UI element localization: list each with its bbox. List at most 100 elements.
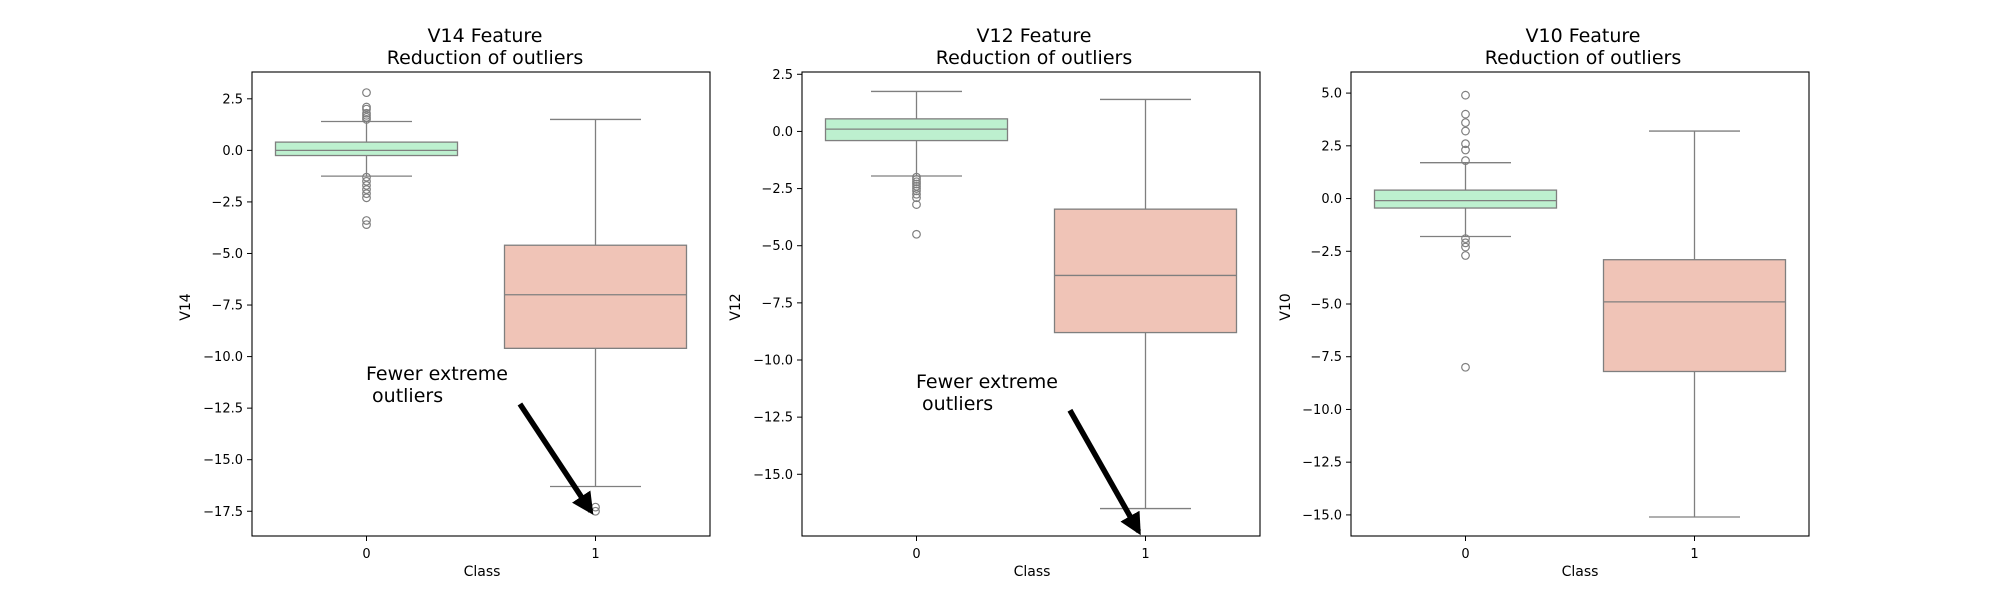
y-tick-label: 5.0 bbox=[1321, 87, 1342, 102]
chart-title-line2: Reduction of outliers bbox=[936, 47, 1132, 69]
axes-frame bbox=[801, 71, 1261, 537]
y-tick-label: −5.0 bbox=[761, 239, 793, 254]
y-axis-label: V12 bbox=[728, 293, 744, 320]
subplot-v14: V14 Feature Reduction of outliers V14 Cl… bbox=[178, 25, 711, 580]
chart-title-line2: Reduction of outliers bbox=[1485, 47, 1681, 69]
y-tick-label: −7.5 bbox=[1310, 350, 1342, 365]
box-class-1 bbox=[1053, 98, 1238, 510]
outlier-point bbox=[1461, 251, 1470, 260]
box-iqr bbox=[1373, 189, 1558, 209]
y-tick-label: −10.0 bbox=[1302, 403, 1342, 418]
outlier-point bbox=[1461, 145, 1470, 155]
y-tick-label: −2.5 bbox=[1310, 245, 1342, 260]
outlier-point bbox=[362, 189, 371, 199]
annotation-line1: Fewer extreme bbox=[916, 371, 1058, 393]
x-tick-label: 1 bbox=[1690, 547, 1698, 562]
chart-title-line1: V14 Feature bbox=[427, 25, 542, 47]
outlier-point bbox=[1461, 242, 1470, 252]
y-tick-label: −2.5 bbox=[761, 182, 793, 197]
annotation-arrow bbox=[517, 402, 594, 515]
outlier-point bbox=[362, 193, 371, 203]
x-tick-label: 0 bbox=[362, 547, 370, 562]
outlier-point bbox=[362, 181, 371, 190]
y-tick-label: −2.5 bbox=[211, 195, 243, 210]
x-tick-label: 0 bbox=[912, 547, 920, 562]
outlier-point bbox=[362, 185, 371, 194]
box-class-0 bbox=[1373, 90, 1558, 372]
annotation-line2: outliers bbox=[366, 385, 443, 407]
outlier-point bbox=[912, 200, 921, 209]
y-axis-label: V14 bbox=[178, 293, 194, 320]
outlier-point bbox=[1461, 118, 1470, 128]
box-class-1 bbox=[1602, 130, 1787, 518]
outlier-point bbox=[912, 179, 921, 189]
y-axis-label: V10 bbox=[1278, 293, 1294, 320]
y-tick-label: 0.0 bbox=[1321, 192, 1342, 207]
y-tick-label: 2.5 bbox=[1321, 139, 1342, 154]
subplot-v12: V12 Feature Reduction of outliers V12 Cl… bbox=[728, 25, 1261, 580]
outlier-point bbox=[1461, 156, 1470, 165]
outlier-point bbox=[362, 176, 371, 186]
box-iqr bbox=[1602, 259, 1787, 373]
x-tick-label: 1 bbox=[591, 547, 599, 562]
y-tick-label: −10.0 bbox=[753, 354, 793, 369]
y-tick-label: −15.0 bbox=[203, 453, 243, 468]
y-tick-label: 2.5 bbox=[222, 92, 243, 107]
outlier-point bbox=[362, 115, 371, 124]
y-tick-label: 0.0 bbox=[772, 125, 793, 140]
x-tick-label: 1 bbox=[1141, 547, 1149, 562]
outlier-point bbox=[1461, 238, 1470, 248]
outlier-point bbox=[912, 229, 921, 239]
chart-title-line1: V12 Feature bbox=[976, 25, 1091, 47]
outlier-point bbox=[362, 88, 371, 98]
chart-title-line1: V10 Feature bbox=[1525, 25, 1640, 47]
annotation-line2: outliers bbox=[916, 393, 993, 415]
x-axis-label: Class bbox=[464, 564, 501, 580]
box-class-0 bbox=[274, 88, 459, 230]
outlier-point bbox=[362, 104, 371, 114]
outlier-point bbox=[912, 177, 921, 187]
y-tick-label: −7.5 bbox=[761, 296, 793, 311]
outlier-point bbox=[1461, 126, 1470, 136]
outlier-point bbox=[912, 193, 921, 203]
y-tick-label: −15.0 bbox=[1302, 508, 1342, 523]
box-iqr bbox=[1053, 208, 1238, 334]
axes-frame bbox=[251, 71, 711, 537]
outlier-point bbox=[912, 175, 921, 184]
y-tick-label: −5.0 bbox=[1310, 298, 1342, 313]
outlier-point bbox=[1461, 234, 1470, 244]
outlier-point bbox=[1461, 139, 1470, 149]
outlier-point bbox=[912, 189, 921, 199]
y-tick-label: −12.5 bbox=[1302, 456, 1342, 471]
outlier-point bbox=[362, 220, 371, 230]
y-tick-label: −12.5 bbox=[753, 411, 793, 426]
y-tick-label: −17.5 bbox=[203, 505, 243, 520]
outlier-point bbox=[1461, 90, 1470, 100]
box-class-1 bbox=[503, 118, 688, 516]
outlier-point bbox=[912, 184, 921, 193]
annotation-arrow bbox=[1067, 408, 1142, 536]
outlier-point bbox=[362, 172, 371, 182]
y-tick-label: −12.5 bbox=[203, 402, 243, 417]
y-tick-label: 2.5 bbox=[772, 68, 793, 83]
box-iqr bbox=[503, 244, 688, 349]
y-tick-label: −5.0 bbox=[211, 247, 243, 262]
y-tick-label: 0.0 bbox=[222, 144, 243, 159]
y-tick-label: −7.5 bbox=[211, 299, 243, 314]
box-class-0 bbox=[824, 90, 1009, 239]
x-axis-label: Class bbox=[1014, 564, 1051, 580]
x-tick-label: 0 bbox=[1461, 547, 1469, 562]
chart-title-line2: Reduction of outliers bbox=[387, 47, 583, 69]
outlier-point bbox=[912, 172, 921, 182]
outlier-point bbox=[912, 186, 921, 196]
y-tick-label: −10.0 bbox=[203, 350, 243, 365]
x-axis-label: Class bbox=[1562, 564, 1599, 580]
box-iqr bbox=[274, 141, 459, 157]
outlier-point bbox=[362, 216, 371, 225]
annotation-line1: Fewer extreme bbox=[366, 363, 508, 385]
outlier-point bbox=[1461, 362, 1470, 372]
subplot-v10: V10 Feature Reduction of outliers V10 Cl… bbox=[1278, 25, 1810, 580]
outlier-point bbox=[1461, 109, 1470, 119]
y-tick-label: −15.0 bbox=[753, 468, 793, 483]
